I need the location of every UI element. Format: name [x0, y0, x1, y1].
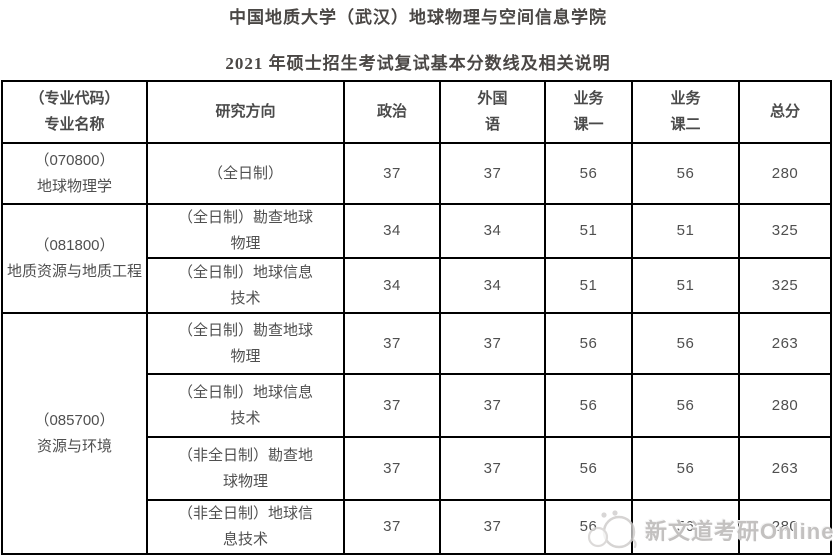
- direction-cell: （非全日制）地球信 息技术: [146, 499, 345, 555]
- table-row: （081800） 地质资源与地质工程 （全日制）勘查地球 物理 34 34 51…: [1, 203, 832, 314]
- total-score: 325: [738, 257, 832, 314]
- header-foreign-lang: 外国 语: [439, 80, 546, 144]
- course1-score: 56: [544, 436, 633, 501]
- table-row: （非全日制）勘查地 球物理 37 37 56 56 263: [2, 436, 832, 501]
- course2-score: 56: [631, 312, 740, 375]
- politics-score: 37: [343, 312, 441, 375]
- foreign-lang-score: 37: [439, 373, 546, 438]
- table-row: （070800） 地球物理学 （全日制） 37 37 56 56 280: [1, 142, 832, 205]
- page-title: 中国地质大学（武汉）地球物理与空间信息学院: [229, 8, 607, 27]
- header-course2: 业务 课二: [631, 80, 740, 144]
- total-score: 325: [738, 203, 832, 259]
- document-page: 中国地质大学（武汉）地球物理与空间信息学院 2021 年硕士招生考试复试基本分数…: [0, 6, 836, 559]
- header-course1: 业务 课一: [544, 80, 633, 144]
- table-row: （全日制）地球信息 技术 37 37 56 56 280: [2, 373, 832, 438]
- direction-cell: （非全日制）勘查地 球物理: [146, 436, 345, 501]
- header-politics: 政治: [343, 80, 441, 144]
- politics-score: 37: [343, 436, 441, 501]
- politics-score: 34: [343, 257, 441, 314]
- total-score: 280: [738, 373, 832, 438]
- header-direction: 研究方向: [146, 80, 345, 144]
- politics-score: 37: [343, 499, 441, 555]
- foreign-lang-score: 37: [439, 499, 546, 555]
- course1-score: 56: [544, 499, 633, 555]
- course1-score: 56: [544, 373, 633, 438]
- table-row: （全日制）地球信息 技术 34 34 51 51 325: [2, 257, 832, 314]
- major-group-cell: （085700） 资源与环境: [1, 312, 148, 555]
- foreign-lang-score: 34: [439, 257, 546, 314]
- total-score: 263: [738, 436, 832, 501]
- politics-score: 37: [343, 373, 441, 438]
- course2-score: 51: [631, 257, 740, 314]
- header-major-name: （专业代码） 专业名称: [1, 80, 148, 144]
- course2-score: 56: [631, 142, 740, 205]
- direction-cell: （全日制）勘查地球 物理: [146, 203, 345, 259]
- table-header-row: （专业代码） 专业名称 研究方向 政治 外国 语 业务 课一 业务 课二 总分: [1, 80, 832, 144]
- course1-score: 56: [544, 312, 633, 375]
- course1-score: 51: [544, 257, 633, 314]
- direction-cell: （全日制）地球信息 技术: [146, 257, 345, 314]
- course2-score: 56: [631, 499, 740, 555]
- header-total: 总分: [738, 80, 832, 144]
- course2-score: 56: [631, 436, 740, 501]
- course1-score: 51: [544, 203, 633, 259]
- table-row: （085700） 资源与环境 （全日制）勘查地球 物理 37 37 56 56 …: [1, 312, 832, 555]
- score-table: （专业代码） 专业名称 研究方向 政治 外国 语 业务 课一 业务 课二 总分 …: [1, 80, 832, 555]
- major-group-cell: （081800） 地质资源与地质工程: [1, 203, 148, 314]
- foreign-lang-score: 37: [439, 312, 546, 375]
- total-score: 280: [738, 499, 832, 555]
- course2-score: 51: [631, 203, 740, 259]
- politics-score: 37: [343, 142, 441, 205]
- major-group-cell: （070800） 地球物理学: [1, 142, 148, 205]
- foreign-lang-score: 37: [439, 142, 546, 205]
- page-subtitle: 2021 年硕士招生考试复试基本分数线及相关说明: [225, 54, 611, 73]
- foreign-lang-score: 34: [439, 203, 546, 259]
- politics-score: 34: [343, 203, 441, 259]
- direction-cell: （全日制）: [146, 142, 345, 205]
- direction-cell: （全日制）地球信息 技术: [146, 373, 345, 438]
- foreign-lang-score: 37: [439, 436, 546, 501]
- direction-cell: （全日制）勘查地球 物理: [146, 312, 345, 375]
- total-score: 263: [738, 312, 832, 375]
- table-row: （非全日制）地球信 息技术 37 37 56 56 280: [2, 499, 832, 555]
- course1-score: 56: [544, 142, 633, 205]
- course2-score: 56: [631, 373, 740, 438]
- total-score: 280: [738, 142, 832, 205]
